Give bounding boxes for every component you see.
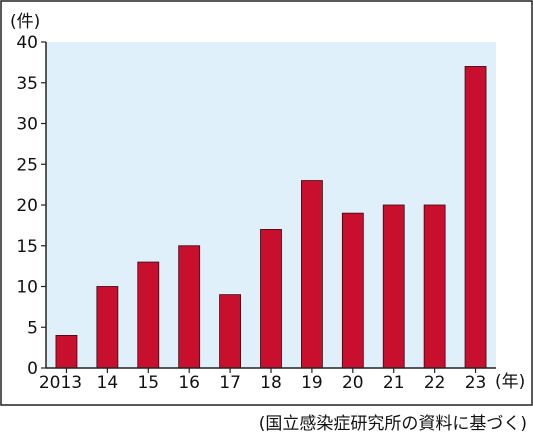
x-tick-label: 17 [219, 373, 241, 393]
source-note: (国立感染症研究所の資料に基づく) [258, 414, 527, 434]
x-tick-label: 22 [424, 373, 446, 393]
x-tick-label: 16 [178, 373, 200, 393]
y-tick-label: 5 [27, 318, 38, 338]
y-axis-unit: (件) [10, 12, 40, 32]
bar-18 [260, 229, 282, 369]
x-tick-label: 23 [465, 373, 487, 393]
bar-20 [341, 212, 364, 369]
y-tick-label: 25 [16, 155, 38, 175]
y-axis-ticks: 0 5 10 15 20 25 30 35 40 [16, 33, 46, 379]
x-tick-label: 2013 [39, 373, 82, 393]
bar-17 [219, 294, 241, 369]
bar-19 [301, 180, 323, 369]
bar-16 [178, 245, 201, 369]
y-tick-label: 15 [16, 237, 38, 257]
bar-series [55, 66, 487, 369]
bar-22 [423, 204, 446, 369]
x-tick-label: 19 [301, 373, 323, 393]
y-tick-label: 40 [16, 33, 38, 53]
y-tick-label: 10 [16, 278, 38, 298]
bar-21 [382, 204, 405, 369]
bar-2013 [55, 334, 78, 369]
bar-23 [464, 66, 487, 369]
x-tick-label: 21 [383, 373, 405, 393]
x-tick-label: 15 [137, 373, 159, 393]
bar-15 [137, 261, 160, 369]
x-tick-label: 20 [342, 373, 364, 393]
y-tick-label: 20 [16, 196, 38, 216]
y-tick-label: 35 [16, 74, 38, 94]
x-axis-ticks: 2013 14 15 16 17 18 19 20 21 22 23 [39, 368, 487, 393]
bar-14 [96, 286, 119, 369]
y-tick-label: 30 [16, 115, 38, 135]
x-axis-unit: (年) [495, 372, 525, 392]
x-tick-label: 14 [97, 373, 119, 393]
chart-border [0, 0, 533, 406]
x-tick-label: 18 [260, 373, 282, 393]
y-tick-label: 0 [27, 359, 38, 379]
